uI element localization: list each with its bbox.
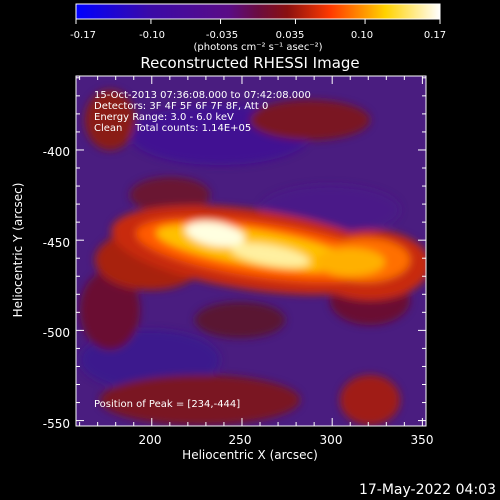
colorbar-tick-label: 0.17 [424,30,446,41]
x-tick-label: 250 [229,433,252,447]
colorbar-tick-label: -0.17 [70,30,96,41]
heatmap-image [76,76,426,426]
y-tick-label: -400 [43,145,70,159]
plot-frame [75,75,427,427]
y-tick-label: -450 [43,236,70,250]
x-tick-label: 350 [411,433,434,447]
x-tick-label: 300 [320,433,343,447]
colorbar: -0.17 -0.10 -0.035 0.035 0.10 0.17 (phot… [70,3,446,53]
x-axis-label: Heliocentric X (arcsec) [182,448,318,462]
annotation-line: Detectors: 3F 4F 5F 6F 7F 8F, Att 0 [94,101,268,112]
colorbar-tick-label: -0.10 [139,30,165,41]
annotation-line: Clean Total counts: 1.14E+05 [94,123,251,134]
colorbar-unit-label: (photons cm⁻² s⁻¹ asec⁻²) [193,42,322,53]
y-tick-label: -500 [43,326,70,340]
annotation-line: 15-Oct-2013 07:36:08.000 to 07:42:08.000 [94,90,311,101]
chart-title: Reconstructed RHESSI Image [140,54,359,72]
axis-ticks [76,76,426,426]
colorbar-tick-label: 0.10 [351,30,373,41]
y-axis-label: Heliocentric Y (arcsec) [11,183,25,318]
y-tick-label: -550 [43,417,70,431]
peak-position-label: Position of Peak = [234,-444] [94,399,240,410]
colorbar-tick-label: -0.035 [206,30,238,41]
timestamp: 17-May-2022 04:03 [359,482,496,498]
x-tick-label: 200 [139,433,162,447]
colorbar-gradient [76,4,440,19]
colorbar-tick-label: 0.035 [276,30,305,41]
annotation-line: Energy Range: 3.0 - 6.0 keV [94,112,234,123]
colorbar-frame [75,3,441,20]
